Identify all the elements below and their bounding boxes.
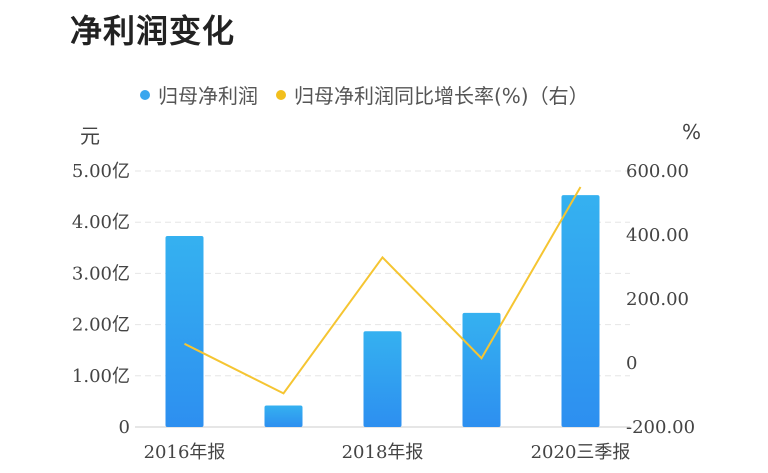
bar-net-profit — [264, 405, 303, 427]
x-tick-label: 2016年报 — [144, 442, 226, 463]
y-left-tick-label: 0 — [119, 417, 130, 438]
bar-net-profit — [363, 331, 402, 427]
y-left-tick-label: 5.00亿 — [72, 161, 130, 182]
y-right-tick-label: 200.00 — [626, 289, 689, 310]
legend-item-growth-rate[interactable]: 归母净利润同比增长率(%)（右） — [276, 80, 589, 109]
bar-net-profit — [462, 312, 501, 427]
y-right-tick-label: 600.00 — [626, 161, 689, 182]
legend-label-growth-rate: 归母净利润同比增长率(%)（右） — [294, 84, 589, 108]
y-left-tick-label: 1.00亿 — [72, 366, 130, 387]
bar-net-profit — [165, 236, 204, 427]
y-right-tick-label: -200.00 — [626, 417, 695, 438]
bar-net-profit — [561, 195, 600, 427]
legend-dot-net-profit — [140, 89, 150, 100]
x-tick-label: 2018年报 — [342, 442, 424, 463]
right-axis-unit: % — [682, 120, 702, 144]
y-left-tick-label: 4.00亿 — [72, 212, 130, 233]
y-right-tick-label: 400.00 — [626, 225, 689, 246]
y-right-tick-label: 0 — [626, 353, 637, 374]
y-left-tick-label: 2.00亿 — [72, 315, 130, 336]
legend-label-net-profit: 归母净利润 — [158, 84, 258, 108]
y-left-tick-label: 3.00亿 — [72, 263, 130, 284]
left-axis-unit: 元 — [80, 124, 100, 148]
legend-dot-growth-rate — [276, 89, 286, 100]
legend: 归母净利润 归母净利润同比增长率(%)（右） — [140, 80, 607, 109]
chart-title: 净利润变化 — [70, 12, 236, 50]
legend-item-net-profit[interactable]: 归母净利润 — [140, 80, 258, 109]
x-tick-label: 2020三季报 — [531, 442, 631, 463]
